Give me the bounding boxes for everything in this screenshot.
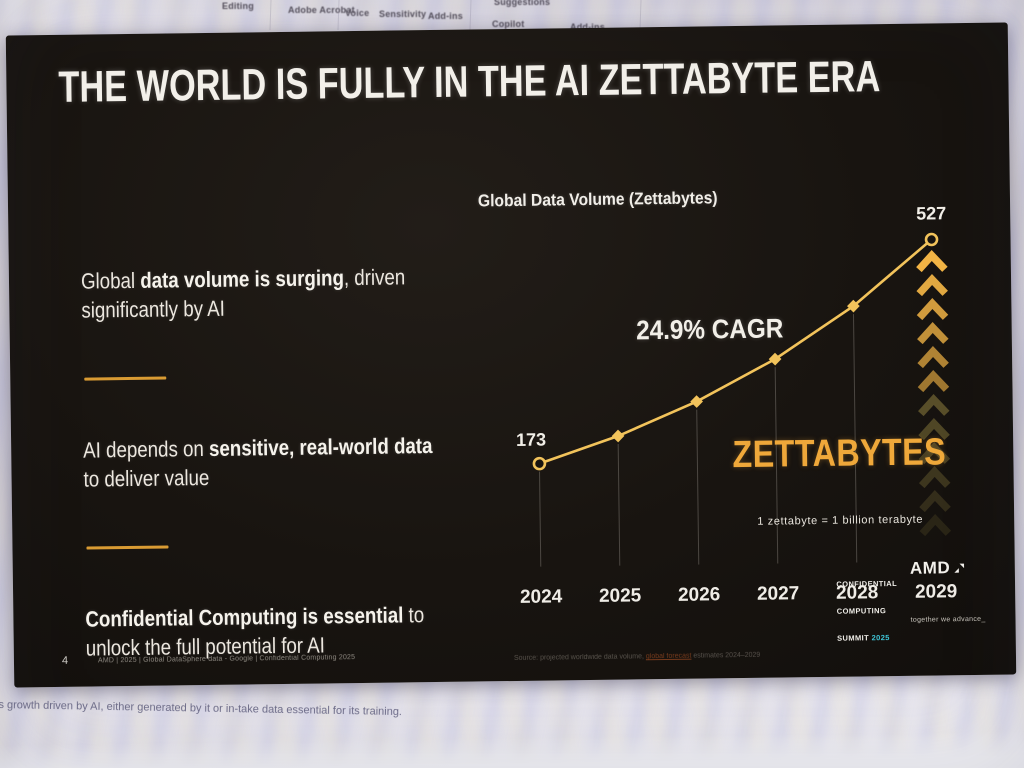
citation-pre: Source: projected worldwide data volume, (513, 653, 646, 662)
x-axis-label: 2026 (678, 584, 721, 606)
toolbar-item-editing[interactable]: Editing (222, 1, 254, 11)
gold-divider (84, 376, 167, 381)
x-axis-label: 2025 (599, 585, 642, 607)
cagr-annotation: 24.9% CAGR (635, 313, 784, 346)
amd-wordmark: AMD (910, 558, 985, 579)
bullet1-pre: Global (80, 267, 141, 294)
bullet-text-2: AI depends on sensitive, real-world data… (83, 431, 441, 494)
ccs-line2: COMPUTING (836, 606, 887, 616)
toolbar-item-voice[interactable]: Voice (345, 8, 370, 18)
ccs-year: 2025 (871, 633, 890, 643)
bullet2-bold: sensitive, real-world data (208, 433, 433, 462)
toolbar-item-adobe-acrobat[interactable]: Adobe Acrobat (288, 5, 355, 15)
bullet2-pre: AI depends on (83, 436, 210, 463)
bullet3-bold: Confidential Computing is essential (85, 602, 404, 632)
toolbar-separator (469, 0, 472, 31)
svg-text:527: 527 (916, 203, 946, 223)
speaker-notes-text: is growth driven by AI, either generated… (0, 699, 403, 719)
zettabytes-label: ZETTABYTES (732, 431, 947, 477)
amd-arrow-icon (954, 563, 965, 573)
x-axis-label: 2024 (520, 586, 563, 608)
ccs-summit: SUMMIT (837, 633, 870, 643)
ccs-line3: SUMMIT 2025 (837, 633, 898, 643)
toolbar-item-suggestions[interactable]: Suggestions (494, 0, 551, 7)
x-axis-label: 2028 (836, 582, 879, 604)
svg-text:173: 173 (516, 430, 546, 450)
toolbar-separator (639, 0, 642, 31)
page-number: 4 (61, 654, 69, 667)
toolbar-separator (337, 0, 340, 31)
slide-title: THE WORLD IS FULLY IN THE AI ZETTABYTE E… (58, 52, 881, 112)
citation-post: estimates 2024–2029 (691, 651, 761, 660)
amd-logo: AMD together we advance_ (909, 522, 986, 660)
bullet-text-3: Confidential Computing is essential to u… (85, 600, 443, 663)
bullet-text-1: Global data volume is surging, driven si… (81, 262, 439, 325)
amd-tagline: together we advance_ (910, 615, 986, 624)
bullet1-bold: data volume is surging (140, 265, 345, 293)
citation-link[interactable]: global forecast (645, 652, 692, 661)
chart-plot: 173 527 2024 2025 2026 2027 2028 2029 (516, 203, 958, 608)
ccs-line1: CONFIDENTIAL (836, 578, 898, 589)
toolbar-item-add-ins[interactable]: Add-ins (428, 11, 463, 21)
toolbar-item-copilot[interactable]: Copilot (492, 19, 525, 29)
amd-text: AMD (909, 558, 951, 578)
toolbar-item-sensitivity[interactable]: Sensitivity (379, 9, 427, 19)
slide: THE WORLD IS FULLY IN THE AI ZETTABYTE E… (5, 22, 1017, 688)
ccs-logo: CONFIDENTIAL COMPUTING SUMMIT 2025 (836, 561, 898, 661)
chart-area: Global Data Volume (Zettabytes) 173 527 20… (448, 173, 1009, 660)
desk-surface (0, 730, 1024, 768)
toolbar-separator (269, 0, 272, 31)
x-axis-label: 2029 (915, 581, 958, 603)
x-axis-label: 2027 (757, 583, 800, 605)
gold-divider (86, 545, 169, 550)
